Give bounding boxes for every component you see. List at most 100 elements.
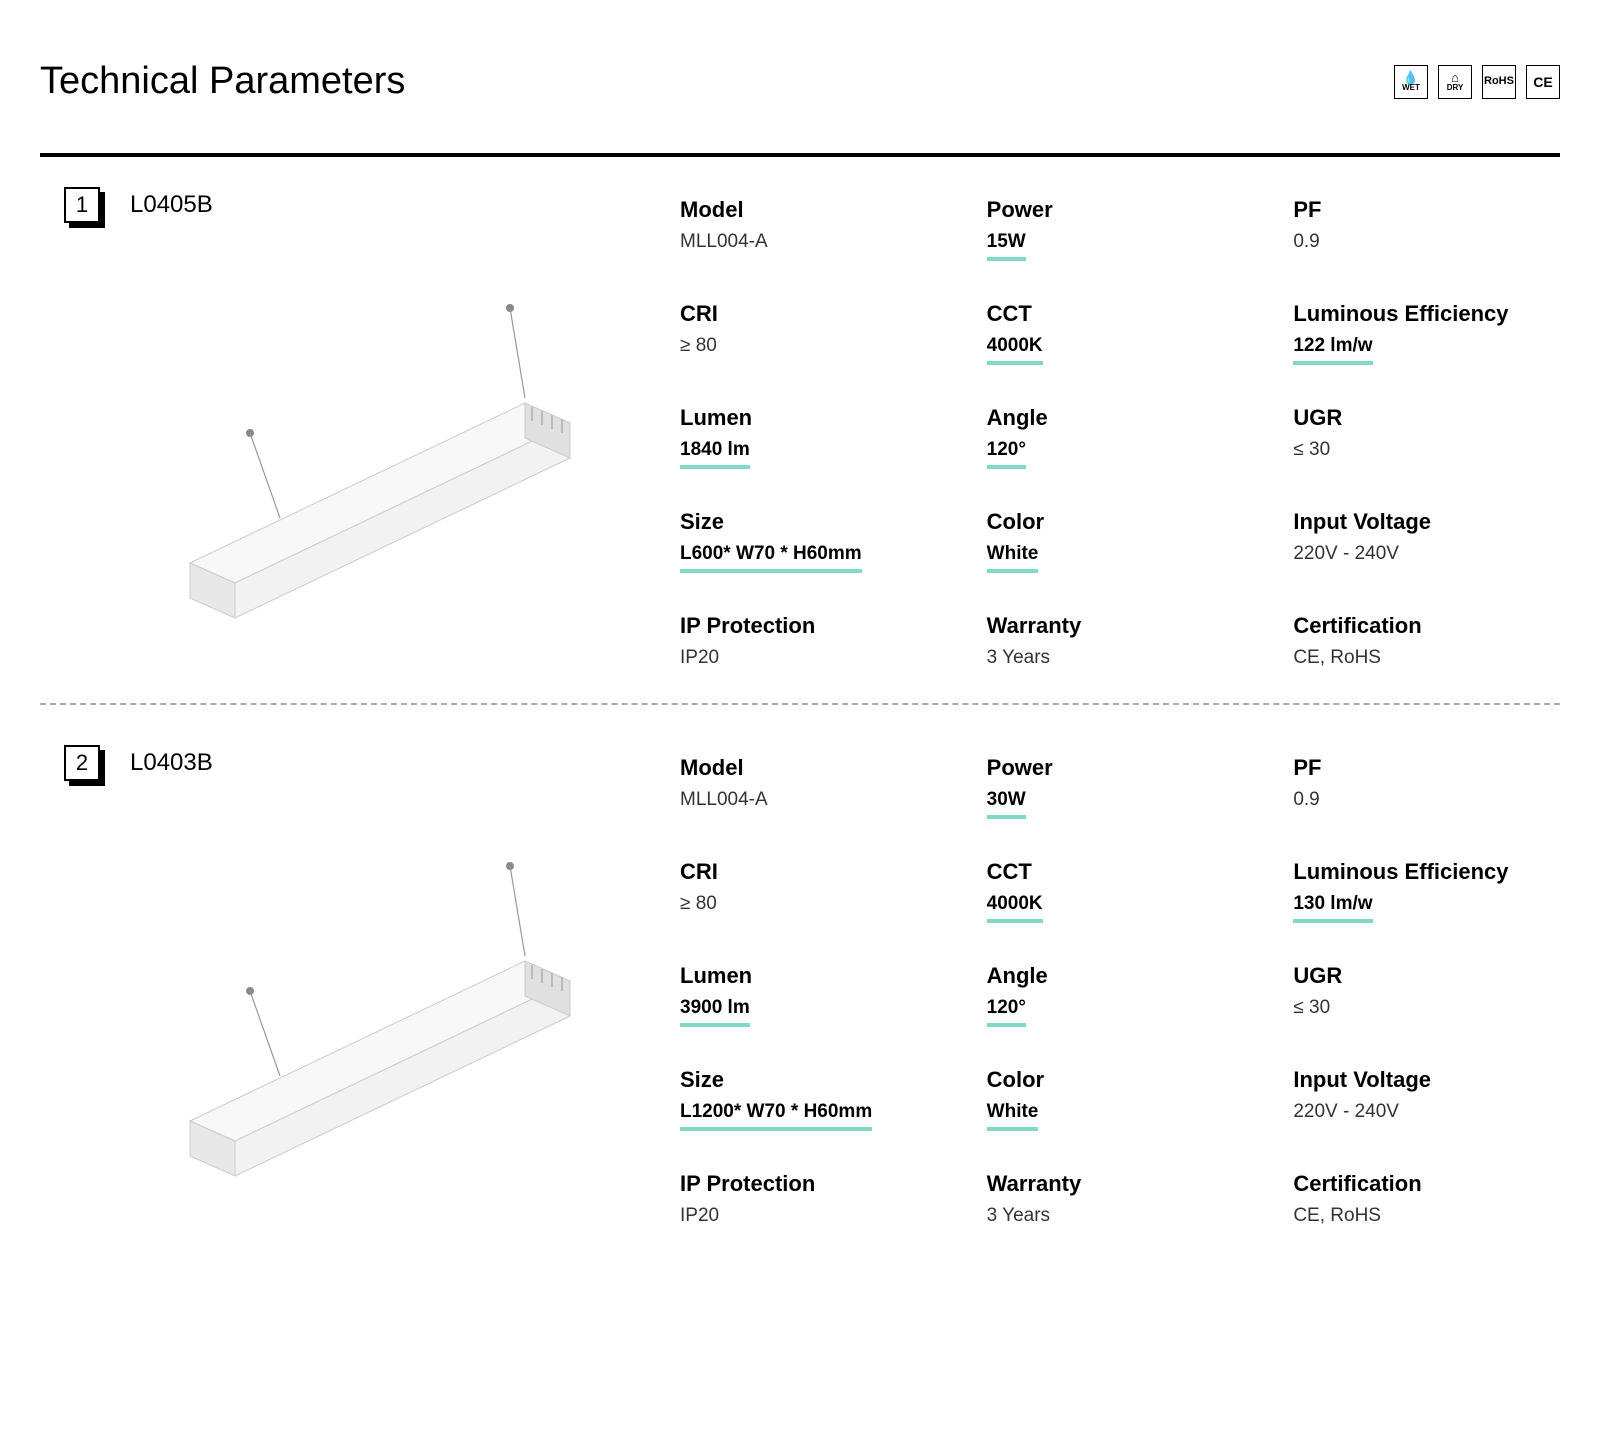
spec-value: L1200* W70 * H60mm [680, 1101, 872, 1131]
spec-value: ≤ 30 [1293, 997, 1330, 1023]
spec-label: Luminous Efficiency [1293, 859, 1560, 885]
spec-cell: Model MLL004-A [680, 755, 947, 819]
spec-label: Angle [987, 963, 1254, 989]
product-image [80, 811, 600, 1191]
spec-cell: Luminous Efficiency 130 lm/w [1293, 859, 1560, 923]
spec-cell: CRI ≥ 80 [680, 301, 947, 365]
product-heading: 1 L0405B [64, 187, 640, 223]
spec-value: ≥ 80 [680, 335, 717, 361]
spec-cell: Power 30W [987, 755, 1254, 819]
spec-cell: UGR ≤ 30 [1293, 405, 1560, 469]
spec-label: Color [987, 1067, 1254, 1093]
spec-cell: Luminous Efficiency 122 lm/w [1293, 301, 1560, 365]
spec-value: 120° [987, 439, 1026, 469]
spec-cell: Color White [987, 509, 1254, 573]
spec-label: CCT [987, 301, 1254, 327]
rohs-badge-icon: RoHS [1482, 65, 1516, 99]
sku-label: L0403B [130, 749, 213, 777]
spec-value: MLL004-A [680, 231, 768, 257]
divider-dashed [40, 703, 1560, 705]
spec-cell: Warranty 3 Years [987, 1171, 1254, 1231]
spec-value: MLL004-A [680, 789, 768, 815]
spec-value: 4000K [987, 335, 1043, 365]
spec-cell: Model MLL004-A [680, 197, 947, 261]
spec-cell: Lumen 3900 lm [680, 963, 947, 1027]
spec-label: Model [680, 197, 947, 223]
spec-label: PF [1293, 755, 1560, 781]
spec-cell: Color White [987, 1067, 1254, 1131]
dry-badge-icon: ⌂DRY [1438, 65, 1472, 99]
divider-thick [40, 153, 1560, 157]
wet-badge-icon: 💧WET [1394, 65, 1428, 99]
spec-label: IP Protection [680, 1171, 947, 1197]
ce-badge-icon: CE [1526, 65, 1560, 99]
spec-cell: CRI ≥ 80 [680, 859, 947, 923]
spec-label: Lumen [680, 405, 947, 431]
spec-value: White [987, 543, 1039, 573]
spec-value: CE, RoHS [1293, 647, 1381, 673]
product-heading: 2 L0403B [64, 745, 640, 781]
spec-label: CCT [987, 859, 1254, 885]
spec-label: Model [680, 755, 947, 781]
spec-cell: Lumen 1840 lm [680, 405, 947, 469]
spec-label: Luminous Efficiency [1293, 301, 1560, 327]
spec-cell: CCT 4000K [987, 301, 1254, 365]
spec-value: 30W [987, 789, 1026, 819]
product-left-col: 1 L0405B [40, 187, 640, 673]
spec-label: Warranty [987, 1171, 1254, 1197]
spec-label: Certification [1293, 1171, 1560, 1197]
spec-label: Power [987, 197, 1254, 223]
spec-cell: IP Protection IP20 [680, 613, 947, 673]
spec-label: Power [987, 755, 1254, 781]
spec-label: Warranty [987, 613, 1254, 639]
spec-cell: PF 0.9 [1293, 755, 1560, 819]
spec-value: 15W [987, 231, 1026, 261]
spec-value: 220V - 240V [1293, 543, 1399, 569]
spec-cell: Size L600* W70 * H60mm [680, 509, 947, 573]
index-box: 1 [64, 187, 100, 223]
product-image [80, 253, 600, 633]
spec-cell: Angle 120° [987, 405, 1254, 469]
index-box: 2 [64, 745, 100, 781]
spec-value: White [987, 1101, 1039, 1131]
spec-label: CRI [680, 859, 947, 885]
spec-cell: Input Voltage 220V - 240V [1293, 1067, 1560, 1131]
product-block: 2 L0403B Model MLL004-A Power 30W PF 0.9 [40, 745, 1560, 1231]
spec-value: 3900 lm [680, 997, 750, 1027]
spec-value: IP20 [680, 647, 719, 673]
spec-value: CE, RoHS [1293, 1205, 1381, 1231]
spec-value: 130 lm/w [1293, 893, 1372, 923]
spec-cell: Power 15W [987, 197, 1254, 261]
spec-label: CRI [680, 301, 947, 327]
spec-value: 4000K [987, 893, 1043, 923]
spec-label: UGR [1293, 405, 1560, 431]
spec-cell: CCT 4000K [987, 859, 1254, 923]
product-block: 1 L0405B Model MLL004-A Power 15W PF 0.9 [40, 187, 1560, 673]
spec-grid: Model MLL004-A Power 30W PF 0.9 CRI ≥ 80… [680, 745, 1560, 1231]
spec-value: L600* W70 * H60mm [680, 543, 862, 573]
spec-label: PF [1293, 197, 1560, 223]
spec-cell: IP Protection IP20 [680, 1171, 947, 1231]
header: Technical Parameters 💧WET ⌂DRY RoHS CE [40, 60, 1560, 103]
spec-cell: Size L1200* W70 * H60mm [680, 1067, 947, 1131]
spec-value: 1840 lm [680, 439, 750, 469]
spec-value: ≥ 80 [680, 893, 717, 919]
sku-label: L0405B [130, 191, 213, 219]
spec-label: Lumen [680, 963, 947, 989]
product-image-icon [80, 253, 600, 633]
spec-cell: UGR ≤ 30 [1293, 963, 1560, 1027]
spec-label: Angle [987, 405, 1254, 431]
spec-label: Input Voltage [1293, 1067, 1560, 1093]
spec-label: Color [987, 509, 1254, 535]
spec-cell: Warranty 3 Years [987, 613, 1254, 673]
spec-value: 3 Years [987, 1205, 1050, 1231]
spec-value: 120° [987, 997, 1026, 1027]
spec-value: 0.9 [1293, 231, 1319, 257]
cert-badges: 💧WET ⌂DRY RoHS CE [1394, 65, 1560, 99]
spec-cell: Certification CE, RoHS [1293, 613, 1560, 673]
spec-label: IP Protection [680, 613, 947, 639]
index-number: 1 [64, 187, 100, 223]
spec-grid: Model MLL004-A Power 15W PF 0.9 CRI ≥ 80… [680, 187, 1560, 673]
spec-label: Size [680, 509, 947, 535]
spec-cell: Input Voltage 220V - 240V [1293, 509, 1560, 573]
